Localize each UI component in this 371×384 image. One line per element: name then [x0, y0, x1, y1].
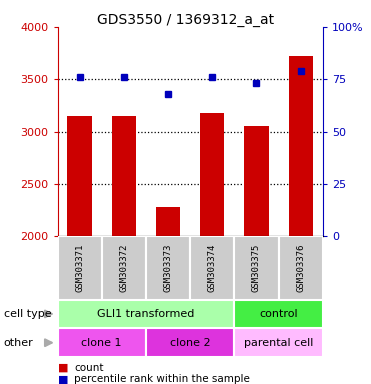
Bar — [200, 113, 224, 236]
Bar — [102, 236, 146, 300]
Text: GSM303375: GSM303375 — [252, 244, 261, 292]
Bar — [234, 328, 323, 357]
Bar — [234, 236, 279, 300]
Text: GSM303372: GSM303372 — [119, 244, 128, 292]
Text: clone 2: clone 2 — [170, 338, 210, 348]
Text: cell type: cell type — [4, 309, 51, 319]
Text: GSM303374: GSM303374 — [208, 244, 217, 292]
Bar — [112, 116, 136, 236]
Text: GLI1 transformed: GLI1 transformed — [97, 309, 195, 319]
Bar — [244, 126, 269, 236]
Text: ■: ■ — [58, 374, 68, 384]
Bar — [146, 328, 234, 357]
Bar — [58, 300, 234, 328]
Bar — [156, 207, 180, 236]
Text: ■: ■ — [58, 363, 68, 373]
Bar — [190, 236, 234, 300]
Text: GSM303376: GSM303376 — [296, 244, 305, 292]
Bar — [68, 116, 92, 236]
Bar — [58, 328, 146, 357]
Text: parental cell: parental cell — [244, 338, 313, 348]
Bar — [289, 56, 313, 236]
Text: percentile rank within the sample: percentile rank within the sample — [74, 374, 250, 384]
Text: other: other — [4, 338, 33, 348]
Bar — [279, 236, 323, 300]
Text: GSM303373: GSM303373 — [164, 244, 173, 292]
Text: control: control — [259, 309, 298, 319]
Bar — [58, 236, 102, 300]
Bar — [146, 236, 190, 300]
Text: clone 1: clone 1 — [82, 338, 122, 348]
Text: count: count — [74, 363, 104, 373]
Text: GDS3550 / 1369312_a_at: GDS3550 / 1369312_a_at — [97, 13, 274, 27]
Text: GSM303371: GSM303371 — [75, 244, 84, 292]
Bar — [234, 300, 323, 328]
